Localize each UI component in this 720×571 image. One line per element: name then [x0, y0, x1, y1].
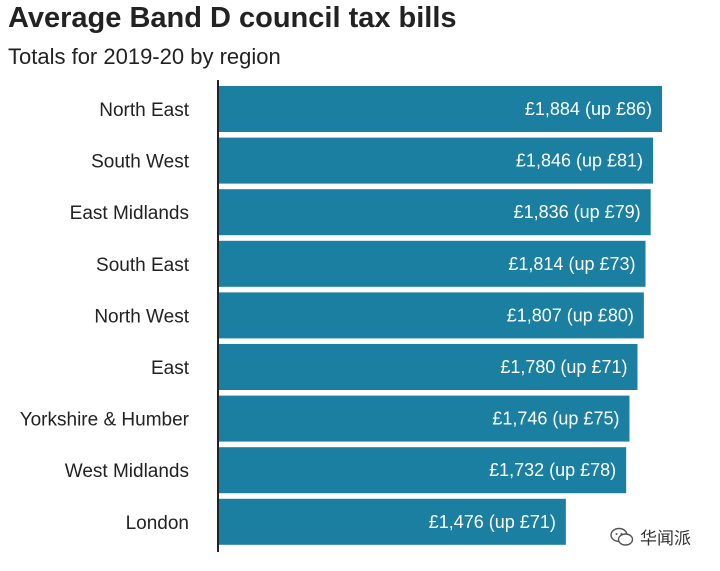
- category-label-4: North West: [94, 306, 189, 327]
- watermark-text: 华闻派: [640, 529, 691, 548]
- data-label-7: £1,732 (up £78): [489, 460, 616, 480]
- data-label-2: £1,836 (up £79): [514, 202, 641, 222]
- data-label-8: £1,476 (up £71): [429, 512, 556, 532]
- chart-subtitle: Totals for 2019-20 by region: [8, 44, 281, 69]
- bar-7: [218, 447, 627, 494]
- data-label-1: £1,846 (up £81): [516, 151, 643, 171]
- category-label-3: South East: [96, 255, 190, 276]
- wechat-icon: [610, 527, 634, 546]
- category-label-7: West Midlands: [65, 461, 189, 482]
- data-label-6: £1,746 (up £75): [492, 409, 619, 429]
- bar-8: [218, 498, 566, 545]
- data-label-5: £1,780 (up £71): [500, 357, 627, 377]
- category-label-8: London: [126, 513, 189, 534]
- category-label-6: Yorkshire & Humber: [20, 410, 190, 431]
- bar-6: [218, 395, 630, 442]
- data-label-4: £1,807 (up £80): [507, 305, 634, 325]
- chart-title: Average Band D council tax bills: [8, 2, 457, 34]
- bar-4: [218, 292, 644, 339]
- category-label-2: East Midlands: [70, 203, 189, 224]
- bar-2: [218, 189, 651, 236]
- category-label-5: East: [151, 358, 190, 379]
- category-label-1: South West: [91, 152, 190, 173]
- watermark: 华闻派: [610, 524, 691, 549]
- data-label-3: £1,814 (up £73): [508, 254, 635, 274]
- bar-5: [218, 344, 638, 390]
- bar-0: [218, 86, 662, 132]
- bar-1: [218, 137, 654, 184]
- data-label-0: £1,884 (up £86): [525, 99, 652, 119]
- bar-3: [218, 240, 646, 287]
- category-label-0: North East: [99, 100, 189, 121]
